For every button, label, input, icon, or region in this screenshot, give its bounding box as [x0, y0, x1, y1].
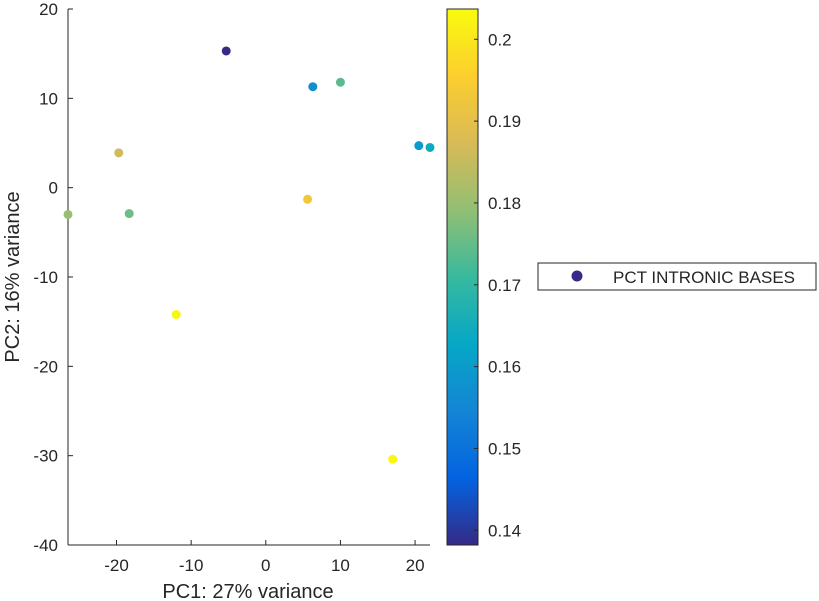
x-tick-label: -10 [179, 556, 204, 575]
y-tick-label: -20 [33, 357, 58, 376]
legend-box [537, 262, 817, 291]
x-tick-label: 0 [261, 556, 270, 575]
x-tick-label: -20 [104, 556, 129, 575]
colorbar-tick-label: 0.18 [488, 194, 521, 213]
scatter-point [303, 194, 313, 204]
scatter-point [63, 209, 73, 219]
scatter-point [124, 209, 134, 219]
colorbar-gradient [447, 9, 478, 545]
y-tick-label: 20 [39, 0, 58, 19]
scatter-point [414, 141, 424, 151]
colorbar-tick-label: 0.14 [488, 521, 521, 540]
legend: PCT INTRONIC BASES [537, 262, 817, 291]
legend-label: PCT INTRONIC BASES [613, 268, 795, 287]
y-tick-label: 10 [39, 89, 58, 108]
x-axis-label: PC1: 27% variance [162, 581, 333, 601]
y-tick-label: -30 [33, 447, 58, 466]
x-ticks: -20 -10 0 10 20 [104, 540, 425, 575]
scatter-point [171, 310, 181, 320]
y-axis-label: PC2: 16% variance [2, 191, 24, 362]
colorbar-tick-label: 0.15 [488, 439, 521, 458]
y-tick-label: -40 [33, 536, 58, 555]
scatter-point [308, 82, 318, 92]
y-ticks: 20 10 0 -10 -20 -30 -40 [33, 0, 73, 555]
colorbar-ticks: 0.14 0.15 0.16 0.17 0.18 0.19 0.2 [474, 30, 521, 540]
scatter-point [221, 46, 231, 56]
plot-area: -20 -10 0 10 20 20 10 0 -10 -20 -30 -40 [33, 0, 435, 575]
y-tick-label: -10 [33, 268, 58, 287]
colorbar-frame [446, 8, 479, 546]
data-points [63, 46, 435, 464]
x-tick-label: 20 [406, 556, 425, 575]
colorbar-tick-label: 0.17 [488, 276, 521, 295]
colorbar-tick-label: 0.16 [488, 358, 521, 377]
y-tick-label: 0 [49, 179, 58, 198]
x-tick-label: 10 [331, 556, 350, 575]
legend-marker [571, 270, 583, 282]
colorbar-tick-label: 0.2 [488, 30, 512, 49]
colorbar-tick-label: 0.19 [488, 112, 521, 131]
scatter-point [425, 142, 435, 152]
scatter-point [335, 77, 345, 87]
colorbar: 0.14 0.15 0.16 0.17 0.18 0.19 0.2 [446, 8, 521, 546]
scatter-point [388, 454, 398, 464]
scatter-point [114, 148, 124, 158]
